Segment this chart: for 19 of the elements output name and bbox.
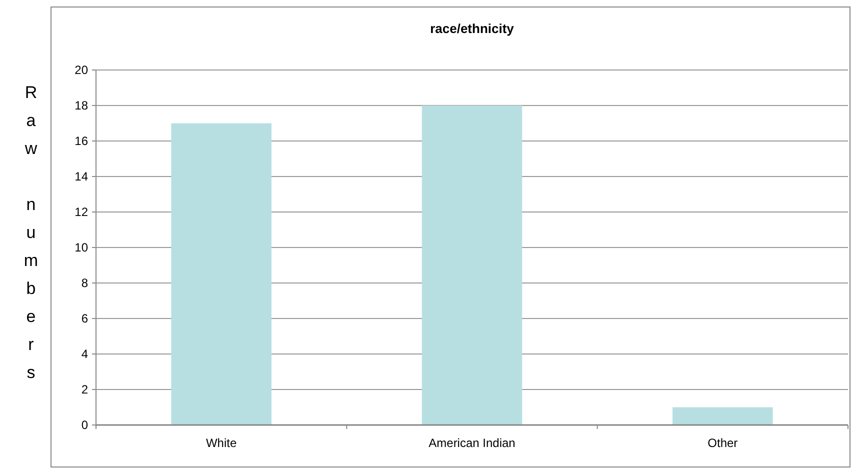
y-tick-label: 16 — [74, 134, 88, 148]
y-tick-label: 0 — [81, 418, 88, 432]
y-tick-label: 2 — [81, 382, 88, 397]
y-tick-label: 12 — [74, 205, 88, 220]
x-tick-label: Other — [708, 436, 738, 450]
y-tick-label: 18 — [74, 98, 88, 113]
x-tick-label: American Indian — [428, 436, 516, 450]
y-tick-label: 14 — [74, 170, 88, 184]
chart-title: race/ethnicity — [430, 21, 515, 36]
bar — [171, 123, 272, 425]
bar — [672, 407, 773, 425]
bar — [422, 106, 522, 425]
y-tick-label: 20 — [74, 63, 88, 78]
text: Raw numbers — [24, 83, 38, 382]
y-tick-label: 4 — [81, 347, 88, 362]
x-tick-label: White — [206, 436, 237, 450]
y-tick-label: 10 — [74, 240, 88, 255]
y-tick-label: 8 — [81, 276, 88, 290]
y-tick-label: 6 — [81, 312, 88, 326]
